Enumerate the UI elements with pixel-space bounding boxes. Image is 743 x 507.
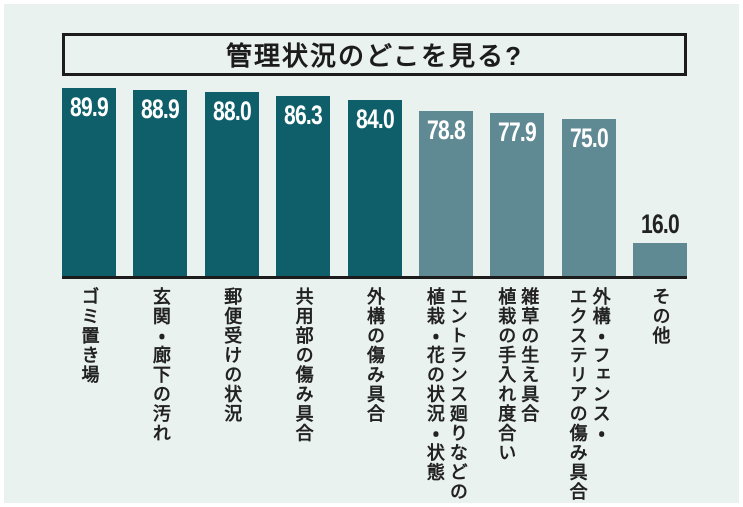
bar: 75.0 bbox=[561, 119, 616, 276]
bar-label-cell: エントランス廻りなどの 植栽・花の状況・状態 bbox=[419, 287, 473, 502]
bar-value: 77.9 bbox=[498, 117, 537, 148]
bar: 86.3 bbox=[276, 95, 331, 276]
bar-label: ゴミ置き場 bbox=[79, 287, 100, 385]
bar-label-cell: 郵便受けの状況 bbox=[205, 287, 259, 502]
bar: 88.9 bbox=[133, 90, 188, 276]
labels-row: ゴミ置き場 玄関・廊下の汚れ 郵便受けの状況 共用部の傷み具合 外構の傷み具合 エントラン… bbox=[62, 279, 687, 502]
bar: 16.0 bbox=[633, 210, 687, 276]
bar-label: 外構・フェンス・ エクステリアの傷み具合 bbox=[567, 287, 611, 502]
bar-label-cell: 外構・フェンス・ エクステリアの傷み具合 bbox=[562, 287, 616, 502]
bar-value: 89.9 bbox=[70, 92, 109, 122]
chart-panel: 管理状況のどこを見る? 89.9 88.9 88.0 86.3 84.0 78.8 77.9… bbox=[4, 4, 739, 503]
bar-label: 郵便受けの状況 bbox=[222, 287, 243, 424]
bar-label-cell: ゴミ置き場 bbox=[62, 287, 116, 502]
axis-line bbox=[62, 276, 687, 279]
chart-title: 管理状況のどこを見る? bbox=[225, 41, 524, 71]
chart-area: 89.9 88.9 88.0 86.3 84.0 78.8 77.9 75.0 16.0 ゴミ置… bbox=[62, 33, 687, 502]
bar-label: 雑草の生え具合 植栽の手入れ度合い bbox=[496, 287, 540, 463]
bar-label: 共用部の傷み具合 bbox=[293, 287, 314, 443]
bar-label: 玄関・廊下の汚れ bbox=[150, 287, 171, 443]
bar: 84.0 bbox=[347, 100, 402, 276]
bar-label-cell: 共用部の傷み具合 bbox=[276, 287, 330, 502]
bar-value: 86.3 bbox=[284, 99, 323, 130]
bar-value: 78.8 bbox=[426, 115, 466, 146]
bar: 88.0 bbox=[204, 92, 259, 276]
bar-label: エントランス廻りなどの 植栽・花の状況・状態 bbox=[424, 287, 468, 502]
bar-label-cell: その他 bbox=[633, 287, 687, 502]
bar-value: 88.9 bbox=[141, 94, 180, 125]
bar: 78.8 bbox=[418, 111, 473, 276]
bar-label-cell: 玄関・廊下の汚れ bbox=[133, 287, 187, 502]
bar-label-cell: 雑草の生え具合 植栽の手入れ度合い bbox=[490, 287, 544, 502]
bar-label: その他 bbox=[650, 287, 671, 346]
bar-value: 84.0 bbox=[355, 104, 395, 135]
bar: 77.9 bbox=[490, 113, 545, 276]
bar-label: 外構の傷み具合 bbox=[365, 287, 385, 424]
bars-row: 89.9 88.9 88.0 86.3 84.0 78.8 77.9 75.0 16.0 bbox=[62, 33, 687, 276]
bar-value: 75.0 bbox=[569, 123, 609, 154]
bar-value: 16.0 bbox=[641, 208, 680, 239]
bar-value: 88.0 bbox=[212, 96, 252, 126]
chart-title-box: 管理状況のどこを見る? bbox=[62, 33, 687, 76]
bar-label-cell: 外構の傷み具合 bbox=[348, 287, 402, 502]
bar: 89.9 bbox=[62, 88, 116, 276]
